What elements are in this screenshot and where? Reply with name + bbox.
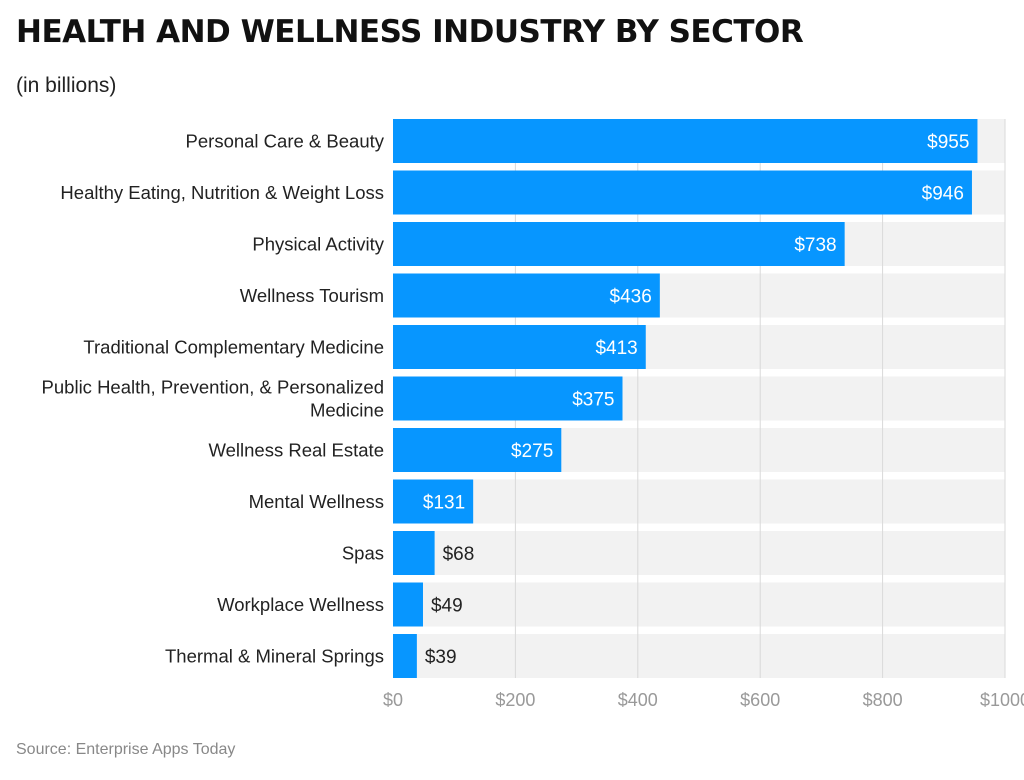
category-label: Thermal & Mineral Springs [165,646,384,667]
bar [393,170,972,215]
category-label: Traditional Complementary Medicine [83,337,384,358]
row-band [393,531,1005,575]
category-label: Mental Wellness [249,491,384,512]
data-label: $738 [794,235,836,256]
category-label: Personal Care & Beauty [186,131,385,152]
bar [393,376,623,421]
x-tick-label: $0 [383,690,403,710]
x-tick-label: $1000 [980,690,1024,710]
data-label: $413 [595,338,637,359]
x-tick-label: $800 [863,690,903,710]
category-label: Public Health, Prevention, & Personalize… [42,377,384,421]
data-label: $436 [610,287,652,308]
category-label: Wellness Tourism [240,285,384,306]
chart-subtitle: (in billions) [16,74,117,97]
x-tick-label: $200 [495,690,535,710]
category-label: Spas [342,543,384,564]
x-tick-label: $400 [618,690,658,710]
bar [393,531,435,575]
data-label: $68 [443,544,475,565]
category-label: Wellness Real Estate [209,440,385,461]
row-band [393,479,1005,524]
x-axis-ticks: $0 $200 $400 $600 $800 $1000 [383,690,1024,710]
bars [393,119,978,678]
bar [393,479,474,524]
bar [393,634,417,678]
row-band [393,634,1005,678]
bar-chart: $955 $946 $738 $436 $413 $375 $275 $131 $68 $49 $3… [42,119,1024,710]
row-band [393,582,1005,627]
bar [393,273,660,318]
category-label: Workplace Wellness [217,594,384,615]
data-label: $375 [572,390,614,411]
bar [393,119,978,163]
bar [393,428,562,472]
category-labels: Personal Care & Beauty Healthy Eating, Nu… [42,131,385,667]
data-labels: $955 $946 $738 $436 $413 $375 $275 $131 $68 $49 $3… [423,132,970,668]
bar [393,325,646,369]
category-label: Physical Activity [252,234,384,255]
data-label: $131 [423,493,465,514]
category-label: Healthy Eating, Nutrition & Weight Loss [60,182,384,203]
data-label: $49 [431,596,463,617]
data-label: $39 [425,647,457,668]
data-label: $955 [927,132,969,153]
data-label: $275 [511,441,553,462]
data-label: $946 [922,184,964,205]
bar [393,222,845,266]
chart-title: HEALTH AND WELLNESS INDUSTRY BY SECTOR [16,14,804,50]
x-tick-label: $600 [740,690,780,710]
source-note: Source: Enterprise Apps Today [16,741,236,758]
bar [393,582,423,627]
